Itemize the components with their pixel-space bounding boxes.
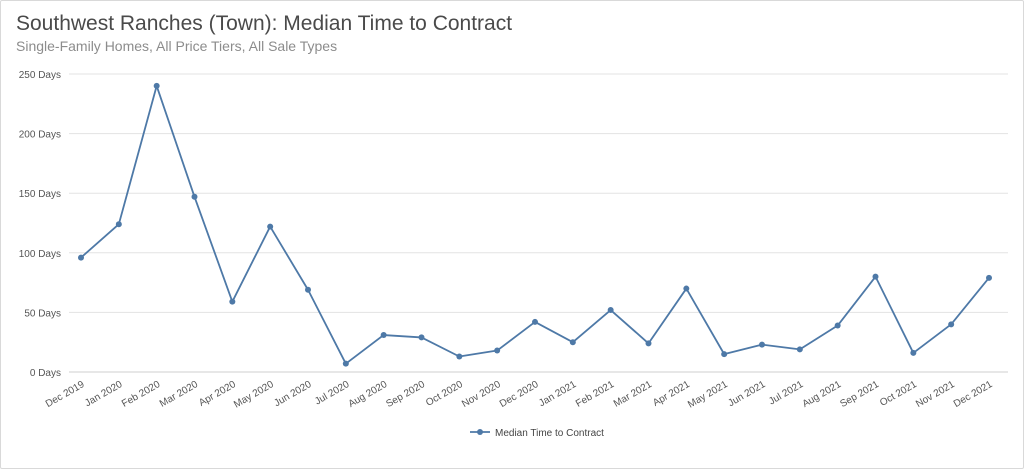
data-point — [456, 353, 463, 360]
x-tick-label: Jul 2020 — [313, 379, 352, 408]
data-point — [948, 321, 955, 328]
data-point — [796, 346, 803, 353]
y-tick-label: 250 Days — [19, 70, 61, 81]
data-point — [683, 285, 690, 292]
data-point — [342, 360, 349, 367]
x-tick-label: Dec 2019 — [44, 379, 87, 410]
legend-label: Median Time to Contract — [495, 428, 604, 439]
data-point — [569, 339, 576, 346]
x-tick-label: Feb 2020 — [120, 379, 162, 410]
data-point — [305, 286, 311, 293]
data-point — [986, 274, 992, 281]
data-point — [267, 223, 274, 230]
data-point — [153, 82, 160, 89]
x-tick-label: Jul 2021 — [767, 379, 806, 408]
data-point — [607, 307, 614, 314]
x-tick-label: Oct 2020 — [424, 379, 465, 409]
data-point — [910, 349, 917, 356]
data-point — [229, 298, 236, 305]
x-tick-label: Jan 2021 — [537, 379, 579, 409]
data-point — [532, 318, 538, 325]
data-point — [191, 193, 198, 200]
y-tick-label: 150 Days — [19, 189, 61, 200]
x-tick-label: Sep 2020 — [384, 379, 427, 410]
x-tick-label: May 2021 — [686, 379, 730, 411]
data-point — [494, 347, 501, 354]
x-tick-label: Mar 2021 — [612, 379, 654, 410]
data-point — [759, 341, 765, 348]
x-tick-label: Nov 2020 — [460, 379, 503, 410]
x-tick-label: Dec 2020 — [498, 379, 541, 410]
x-tick-label: Jun 2021 — [726, 379, 768, 409]
x-tick-label: Mar 2020 — [158, 379, 200, 410]
data-point — [834, 322, 841, 329]
y-tick-label: 100 Days — [19, 249, 61, 260]
x-tick-label: Feb 2021 — [574, 379, 616, 410]
x-tick-label: Jun 2020 — [272, 379, 314, 409]
x-tick-label: Dec 2021 — [952, 379, 995, 410]
y-tick-label: 0 Days — [30, 368, 61, 379]
x-tick-label: Aug 2021 — [801, 379, 844, 410]
legend-swatch-marker — [477, 429, 483, 435]
x-tick-label: May 2020 — [232, 379, 276, 411]
data-point — [721, 351, 728, 358]
x-tick-label: Sep 2021 — [838, 379, 881, 410]
x-tick-label: Aug 2020 — [347, 379, 390, 410]
data-point — [380, 332, 387, 339]
chart-title: Southwest Ranches (Town): Median Time to… — [16, 12, 513, 35]
data-point — [872, 273, 879, 280]
x-tick-label: Apr 2021 — [651, 379, 692, 409]
chart-subtitle: Single-Family Homes, All Price Tiers, Al… — [16, 38, 338, 54]
x-tick-label: Apr 2020 — [197, 379, 238, 409]
x-tick-label: Oct 2021 — [878, 379, 919, 409]
data-point — [418, 334, 425, 341]
x-tick-label: Jan 2020 — [83, 379, 125, 409]
y-tick-label: 200 Days — [19, 130, 61, 141]
data-point — [78, 254, 84, 261]
data-point — [645, 340, 652, 347]
x-tick-label: Nov 2021 — [914, 379, 957, 410]
data-point — [115, 221, 122, 228]
y-tick-label: 50 Days — [24, 308, 61, 319]
